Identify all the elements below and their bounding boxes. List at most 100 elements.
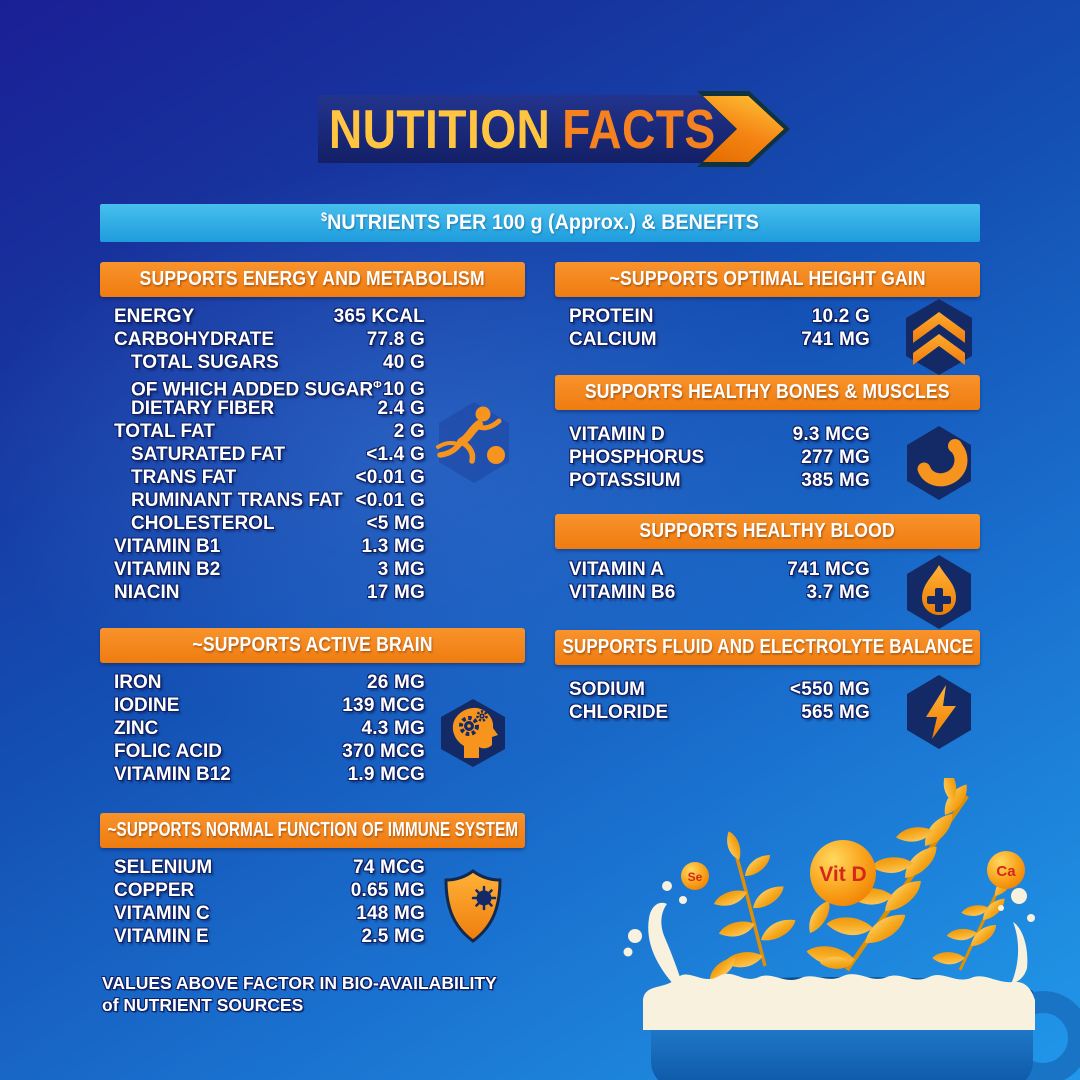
nutrient-label: VITAMIN B12: [114, 764, 231, 785]
nutrient-label: PHOSPHORUS: [569, 447, 705, 468]
nutrient-list-immune: SELENIUM 74 MCG COPPER 0.65 MG VITAMIN C 148 …: [100, 856, 425, 948]
nutrient-value: 148 MG: [356, 903, 425, 924]
nutrient-row: VITAMIN B1 1.3 MG: [100, 535, 425, 558]
nutrient-row: VITAMIN B2 3 MG: [100, 558, 425, 581]
nutrient-value: 3 MG: [377, 559, 425, 580]
brain-gears-icon: [436, 696, 510, 770]
nutrient-label: TRANS FAT: [131, 467, 237, 488]
ca-bubble: [987, 851, 1025, 889]
footnote-line-1: VALUES ABOVE FACTOR IN BIO-AVAILABILITY: [102, 973, 497, 993]
ca-bubble-label: Ca: [996, 863, 1016, 880]
nutrient-label: CARBOHYDRATE: [114, 329, 275, 350]
nutrient-list-energy: ENERGY 365 KCAL CARBOHYDRATE 77.8 G TOTAL SU…: [100, 305, 425, 604]
footnote: VALUES ABOVE FACTOR IN BIO-AVAILABILITY …: [102, 972, 497, 1016]
nutrient-label: POTASSIUM: [569, 470, 681, 491]
nutrient-value: 10 G: [383, 379, 425, 401]
nutrient-row: ENERGY 365 KCAL: [100, 305, 425, 328]
nutrient-row: DIETARY FIBER 2.4 G: [100, 397, 425, 420]
nutrient-row: TOTAL FAT 2 G: [100, 420, 425, 443]
nutrient-value: 4.3 MG: [361, 718, 425, 739]
section-header-energy: SUPPORTS ENERGY AND METABOLISM: [100, 262, 525, 297]
nutrient-list-height: PROTEIN 10.2 G CALCIUM 741 MG: [555, 305, 870, 351]
nutrient-value: <0.01 G: [355, 490, 425, 511]
nutrient-value: <5 MG: [366, 513, 425, 534]
nutrient-value: 10.2 G: [811, 306, 870, 327]
nutrient-value: <0.01 G: [355, 467, 425, 488]
banner-text: NUTRIENTS PER 100 g (Approx.) & BENEFITS: [327, 210, 759, 235]
section-header-immune: ~SUPPORTS NORMAL FUNCTION OF IMMUNE SYST…: [100, 813, 525, 848]
nutrient-value: 365 KCAL: [333, 306, 425, 327]
nutrient-value: 26 MG: [366, 672, 425, 693]
nutrient-value: 277 MG: [801, 447, 870, 468]
nutrient-row: PHOSPHORUS 277 MG: [555, 446, 870, 469]
nutrient-row: OF WHICH ADDED SUGARΦ 10 G: [100, 374, 425, 400]
section-header-bones: SUPPORTS HEALTHY BONES & MUSCLES: [555, 375, 980, 410]
nutrient-value: 139 MCG: [342, 695, 425, 716]
nutrient-row: CHOLESTEROL <5 MG: [100, 512, 425, 535]
nutrient-value: 385 MG: [801, 470, 870, 491]
nutrient-row: CARBOHYDRATE 77.8 G: [100, 328, 425, 351]
nutrient-label: IRON: [114, 672, 162, 693]
nutrient-label: TOTAL SUGARS: [131, 352, 279, 373]
nutrient-value: <1.4 G: [366, 444, 425, 465]
section-header-blood: SUPPORTS HEALTHY BLOOD: [555, 514, 980, 549]
soccer-player-icon: [432, 398, 516, 488]
nutrient-list-blood: VITAMIN A 741 MCG VITAMIN B6 3.7 MG: [555, 558, 870, 604]
nutrient-value: <550 MG: [789, 679, 870, 700]
nutrient-row: CHLORIDE 565 MG: [555, 701, 870, 724]
nutrient-label: CALCIUM: [569, 329, 657, 350]
nutrient-row: VITAMIN C 148 MG: [100, 902, 425, 925]
nutrient-label: FOLIC ACID: [114, 741, 223, 762]
mineral-bubbles: Se Vit D Ca: [681, 840, 1025, 906]
nutrient-label: PROTEIN: [569, 306, 654, 327]
nutrient-row: VITAMIN E 2.5 MG: [100, 925, 425, 948]
nutrient-label: ENERGY: [114, 306, 195, 327]
nutrient-value: 1.3 MG: [361, 536, 425, 557]
nutrient-label: VITAMIN A: [569, 559, 664, 580]
nutrient-row: FOLIC ACID 370 MCG: [100, 740, 425, 763]
nutrient-list-bones: VITAMIN D 9.3 MCG PHOSPHORUS 277 MG POTASSIU…: [555, 423, 870, 492]
nutrient-row: IODINE 139 MCG: [100, 694, 425, 717]
nutrient-row: COPPER 0.65 MG: [100, 879, 425, 902]
nutrient-label: TOTAL FAT: [114, 421, 215, 442]
shield-virus-icon: [440, 866, 506, 946]
nutrient-value: 3.7 MG: [806, 582, 870, 603]
nutrient-value: 0.65 MG: [350, 880, 425, 901]
nutrient-value: 741 MCG: [787, 559, 870, 580]
nutrient-value: 370 MCG: [342, 741, 425, 762]
nutrient-value: 741 MG: [801, 329, 870, 350]
nutrient-row: POTASSIUM 385 MG: [555, 469, 870, 492]
nutrient-row: NIACIN 17 MG: [100, 581, 425, 604]
nutrient-label: DIETARY FIBER: [131, 398, 275, 419]
nutrient-label: VITAMIN B6: [569, 582, 676, 603]
nutrient-value: 9.3 MCG: [792, 424, 870, 445]
nutrient-label: ZINC: [114, 718, 159, 739]
nutrient-label: VITAMIN E: [114, 926, 209, 947]
page-title: NUTITION FACTS: [318, 95, 726, 163]
lightning-bolt-icon: [902, 672, 976, 752]
blood-drop-cross-icon: [902, 552, 976, 632]
se-bubble: [681, 862, 709, 890]
nutrient-value: 1.9 MCG: [347, 764, 425, 785]
nutrient-row: ZINC 4.3 MG: [100, 717, 425, 740]
vitd-bubble: [810, 840, 876, 906]
nutrient-label: VITAMIN C: [114, 903, 210, 924]
title-ribbon: [318, 95, 756, 163]
nutrient-value: 2 G: [393, 421, 425, 442]
double-chevron-up-icon: [902, 296, 976, 378]
nutrient-label: OF WHICH ADDED SUGARΦ: [131, 379, 382, 401]
nutrient-row: TOTAL SUGARS 40 G: [100, 351, 425, 374]
nutrient-value: 565 MG: [801, 702, 870, 723]
nutrient-value: 2.4 G: [377, 398, 425, 419]
nutrient-value: 77.8 G: [366, 329, 425, 350]
nutrient-label: VITAMIN B1: [114, 536, 221, 557]
footnote-line-2: of NUTRIENT SOURCES: [102, 995, 304, 1015]
nutrient-label: CHLORIDE: [569, 702, 669, 723]
title-word-1: NUTITION: [328, 98, 551, 160]
vitd-bubble-label: Vit D: [819, 863, 866, 886]
nutrient-row: PROTEIN 10.2 G: [555, 305, 870, 328]
nutrient-row: RUMINANT TRANS FAT <0.01 G: [100, 489, 425, 512]
nutrient-value: 74 MCG: [353, 857, 425, 878]
banner-sup: $: [321, 210, 328, 225]
